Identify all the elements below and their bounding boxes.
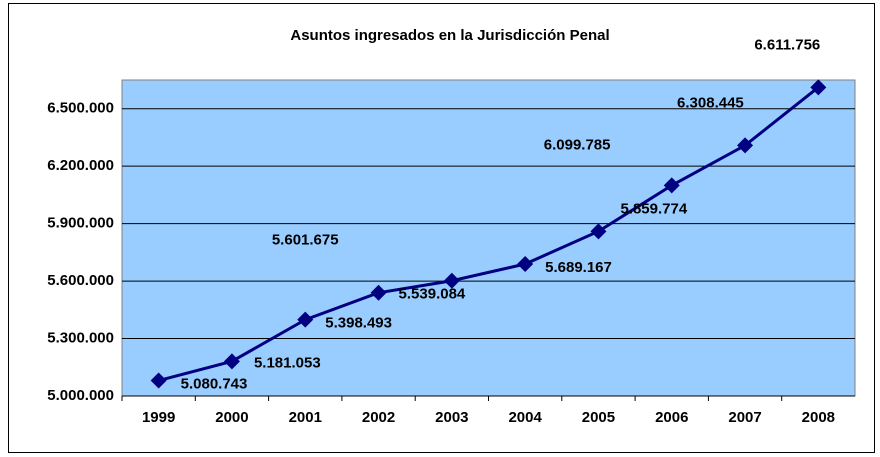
data-label: 5.539.084 [399,286,466,303]
line [158,86,820,382]
marker [810,79,827,96]
data-label: 6.308.445 [677,94,744,111]
marker [590,223,607,240]
plot-area [121,79,856,397]
marker [517,256,534,273]
data-label: 5.080.743 [181,376,248,393]
x-tick-label: 2005 [582,409,615,426]
data-label: 5.689.167 [545,259,612,276]
x-tick-label: 2008 [802,409,835,426]
marker [297,311,314,328]
x-tick-label: 2001 [289,409,322,426]
marker [223,353,240,370]
chart-title: Asuntos ingresados en la Jurisdicción Pe… [290,27,609,44]
x-tick-label: 2007 [728,409,761,426]
y-tick-label: 5.900.000 [47,215,114,232]
data-label: 5.859.774 [620,200,687,217]
x-tick-label: 2000 [215,409,248,426]
x-tick-label: 1999 [142,409,175,426]
x-tick-label: 2003 [435,409,468,426]
y-tick-label: 5.600.000 [47,272,114,289]
data-label: 6.611.756 [754,36,820,53]
data-label: 5.601.675 [272,232,339,249]
data-label: 5.398.493 [325,315,392,332]
data-label: 5.181.053 [254,354,321,371]
y-tick-label: 6.200.000 [47,157,114,174]
marker [737,137,754,154]
marker [443,272,460,289]
y-tick-label: 5.000.000 [47,387,114,404]
y-tick-label: 5.300.000 [47,330,114,347]
data-label: 6.099.785 [544,136,611,153]
x-tick-label: 2004 [508,409,542,426]
x-tick-label: 2002 [362,409,395,426]
x-tick-label: 2006 [655,409,688,426]
marker [150,372,167,389]
marker [370,284,387,301]
marker [663,177,680,194]
y-tick-label: 6.500.000 [47,100,114,117]
